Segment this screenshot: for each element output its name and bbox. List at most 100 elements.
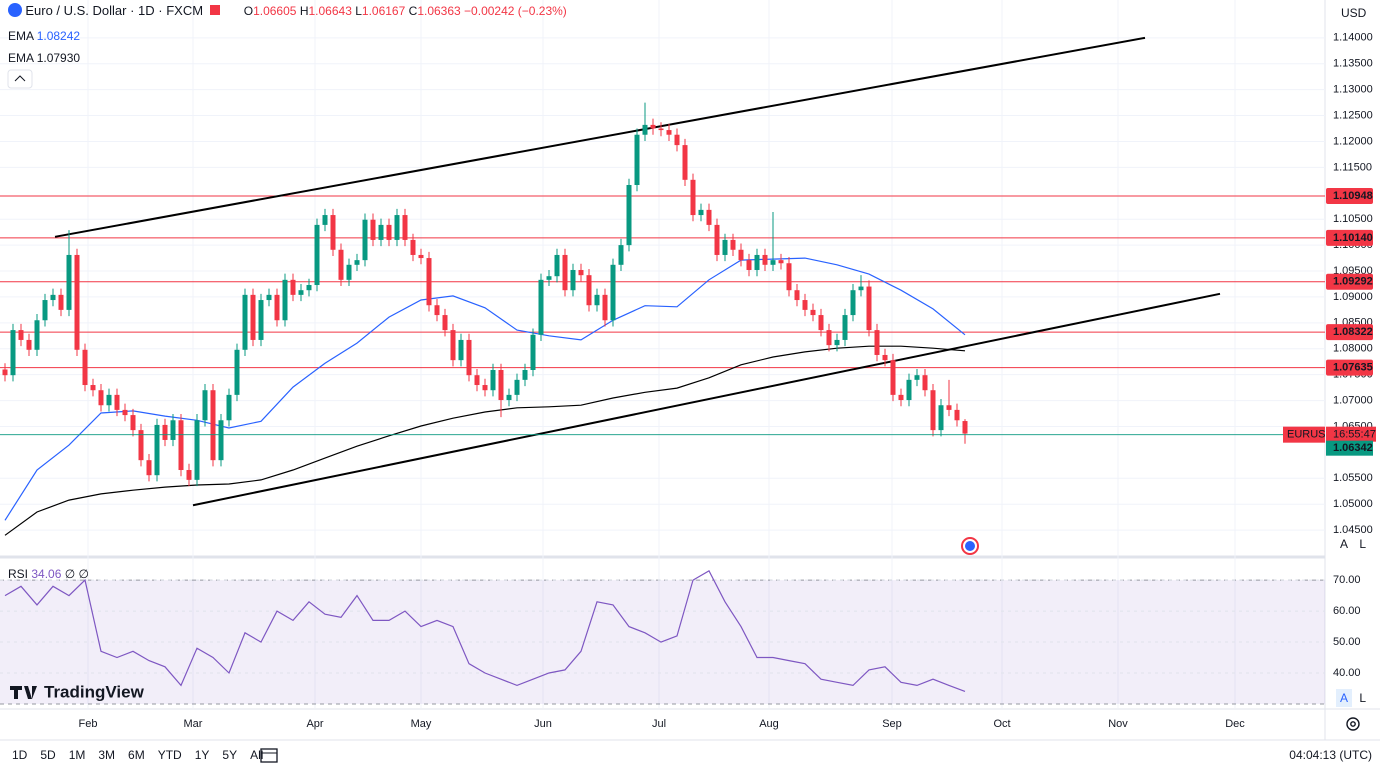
log-button[interactable]: L [1359,691,1367,705]
candle-body [818,315,824,331]
range-button[interactable]: 1Y [194,748,210,762]
candle-body [786,263,792,291]
countdown-badge [1326,426,1376,442]
log-button[interactable]: L [1359,537,1367,551]
currency-button[interactable]: USD [1341,6,1367,20]
auto-button[interactable]: A [1340,537,1349,551]
level-label: 1.07635 [1333,362,1373,374]
candle-body [18,330,24,340]
candle-body [218,420,224,461]
level-label: 1.09292 [1333,276,1373,288]
x-tick-label: Mar [184,718,203,730]
candle-body [586,275,592,306]
candle-body [634,134,640,185]
rsi-scale-buttons: A L [1336,689,1370,707]
candle-body [458,339,464,361]
settings-icon[interactable] [1346,717,1360,731]
candle-body [562,254,568,291]
candle-body [290,279,296,295]
candle-body [418,254,424,259]
candle-body [386,224,392,240]
y-tick-label: 1.11500 [1333,161,1372,173]
range-button[interactable]: 1D [12,748,28,762]
candle-body [410,239,416,255]
candle-body [250,294,256,340]
candle-body [274,294,280,321]
level-badge [1326,187,1373,204]
candle-body [210,390,216,461]
x-tick-label: Apr [306,718,323,730]
candle-body [842,315,848,340]
scale-buttons: A L [1336,537,1370,551]
candle-body [522,370,528,380]
candle-body [346,264,352,280]
candle-body [450,330,456,361]
candle-body [778,260,784,264]
candle-body [266,294,272,301]
x-tick-label: Jul [652,718,666,730]
range-button[interactable]: All [250,748,264,762]
collapse-button[interactable] [7,69,33,89]
candle-body [834,339,840,346]
auto-button[interactable]: A [1336,689,1353,707]
ema-name: EMA [8,29,34,43]
candle-body [130,415,136,431]
candle-body [642,124,648,135]
y-tick-label: 1.10500 [1333,213,1373,225]
candle-body [874,330,880,355]
range-button[interactable]: 5D [40,748,56,762]
range-button[interactable]: 5Y [222,748,238,762]
candle-body [674,134,680,146]
x-tick-label: Sep [882,718,902,730]
candle-body [474,375,480,386]
rsi-tick-label: 70.00 [1333,574,1361,586]
candle-body [322,215,328,225]
candle-body [282,279,288,321]
rsi-name: RSI [8,567,29,581]
candle-body [378,224,384,240]
range-button[interactable]: 6M [128,748,145,762]
x-tick-label: Aug [759,718,779,730]
candle-body [690,179,696,216]
ema-legend-1: EMA 1.08242 [8,29,80,43]
y-tick-label: 1.13500 [1333,58,1373,70]
candle-body [666,130,672,135]
candle-body [962,421,968,434]
candle-body [10,330,16,376]
candle-body [890,360,896,395]
candle-body [626,185,632,246]
brand: TradingView [44,682,145,701]
price-badge [1326,440,1373,456]
candle-body [722,239,728,255]
range-buttons: 1D 5D 1M 3M 6M YTD 1Y 5Y All [12,748,276,762]
event-icon[interactable] [961,537,979,555]
countdown-label: 16:55:47 [1333,429,1376,441]
candle-body [490,370,496,391]
candle-body [538,279,544,335]
y-tick-label: 1.05000 [1333,498,1373,510]
candle-body [306,285,312,291]
ohlc: O1.06605 H1.06643 L1.06167 C1.06363 −0.0… [244,4,567,18]
candle-body [578,269,584,276]
x-tick-label: Dec [1225,718,1245,730]
clock: 04:04:13 (UTC) [1289,748,1372,762]
candle-body [610,264,616,321]
candle-body [42,300,48,321]
candle-body [394,215,400,240]
candle-body [354,260,360,265]
l-value: 1.06167 [361,4,406,18]
candle-body [682,145,688,180]
candle-body [930,390,936,431]
candle-body [730,239,736,250]
range-button[interactable]: 1M [68,748,86,762]
date-range-icon[interactable] [260,748,278,763]
range-button[interactable]: YTD [157,748,182,762]
candle-body [338,249,344,280]
range-button[interactable]: 3M [98,748,116,762]
candle-body [658,128,664,131]
candle-body [898,394,904,401]
candle-body [938,405,944,431]
candle-body [170,420,176,440]
candle-body [754,254,760,270]
